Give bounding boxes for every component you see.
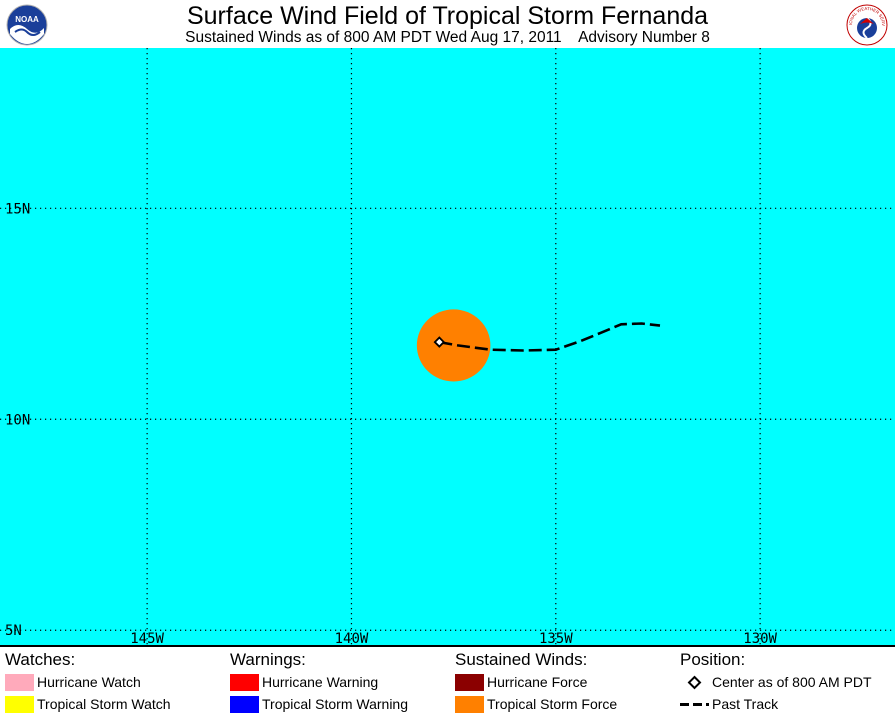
legend-item: Hurricane Force — [455, 671, 617, 693]
legend-heading-position: Position: — [680, 650, 746, 669]
tropical-storm-force-swatch — [455, 695, 484, 713]
dashed-line-icon — [680, 702, 709, 706]
noaa-logo-icon: NOAA — [6, 4, 48, 46]
legend: Watches: Hurricane Watch Tropical Storm … — [0, 645, 895, 716]
noaa-logo-text: NOAA — [15, 15, 39, 24]
legend-watches: Watches: Hurricane Watch Tropical Storm … — [5, 650, 171, 715]
longitude-label: 130W — [743, 631, 777, 645]
longitude-label: 135W — [539, 631, 573, 645]
legend-heading-winds: Sustained Winds: — [455, 650, 588, 669]
latitude-label: 15N — [5, 201, 30, 217]
legend-label: Tropical Storm Force — [487, 696, 618, 712]
nws-logo-icon: NATIONAL WEATHER SERVICE — [846, 4, 888, 46]
legend-item: Center as of 800 AM PDT — [680, 671, 872, 693]
legend-item: Past Track — [680, 693, 872, 715]
subtitle-advisory: Advisory Number 8 — [578, 29, 710, 46]
past-track-line — [439, 322, 661, 352]
legend-item: Tropical Storm Warning — [230, 693, 408, 715]
legend-label: Hurricane Force — [487, 674, 588, 690]
subtitle-time: Sustained Winds as of 800 AM PDT Wed Aug… — [185, 29, 562, 46]
header: NOAA Surface Wind Field of Tropical Stor… — [0, 0, 895, 48]
map-canvas: 15N 10N 5N 145W 140W 135W 130W — [0, 48, 895, 645]
hurricane-force-swatch — [455, 673, 484, 691]
legend-label: Hurricane Warning — [262, 674, 379, 690]
map-title: Surface Wind Field of Tropical Storm Fer… — [186, 2, 709, 30]
latitude-label: 10N — [5, 412, 30, 428]
legend-item: Hurricane Watch — [5, 671, 171, 693]
diamond-marker-icon — [687, 675, 702, 689]
map-area: 15N 10N 5N 145W 140W 135W 130W — [0, 48, 895, 645]
legend-position: Position: Center as of 800 AM PDT Past T… — [680, 650, 872, 715]
legend-heading-warnings: Warnings: — [230, 650, 306, 669]
legend-heading-watches: Watches: — [5, 650, 76, 669]
hurricane-watch-swatch — [5, 673, 34, 691]
hurricane-warning-swatch — [230, 673, 259, 691]
legend-item: Tropical Storm Force — [455, 693, 617, 715]
longitude-label: 145W — [130, 631, 164, 645]
storm-center-marker — [433, 336, 446, 348]
legend-label: Tropical Storm Warning — [262, 696, 409, 712]
map-subtitle: Sustained Winds as of 800 AM PDT Wed Aug… — [0, 29, 895, 47]
wind-field-layer — [416, 309, 491, 382]
legend-label: Tropical Storm Watch — [37, 696, 171, 712]
legend-item: Tropical Storm Watch — [5, 693, 171, 715]
tropical-storm-warning-swatch — [230, 695, 259, 713]
graticule — [0, 48, 895, 645]
legend-item: Hurricane Warning — [230, 671, 408, 693]
longitude-label: 140W — [335, 631, 369, 645]
track-layer — [433, 322, 661, 352]
legend-label: Hurricane Watch — [37, 674, 141, 690]
legend-sustained-winds: Sustained Winds: Hurricane Force Tropica… — [455, 650, 617, 715]
tropical-storm-watch-swatch — [5, 695, 34, 713]
legend-warnings: Warnings: Hurricane Warning Tropical Sto… — [230, 650, 408, 715]
tropical-storm-force-wind-field — [416, 309, 491, 382]
legend-label: Past Track — [712, 696, 779, 712]
coordinate-labels: 15N 10N 5N 145W 140W 135W 130W — [5, 201, 778, 645]
legend-label: Center as of 800 AM PDT — [712, 674, 872, 690]
latitude-label: 5N — [5, 623, 22, 639]
